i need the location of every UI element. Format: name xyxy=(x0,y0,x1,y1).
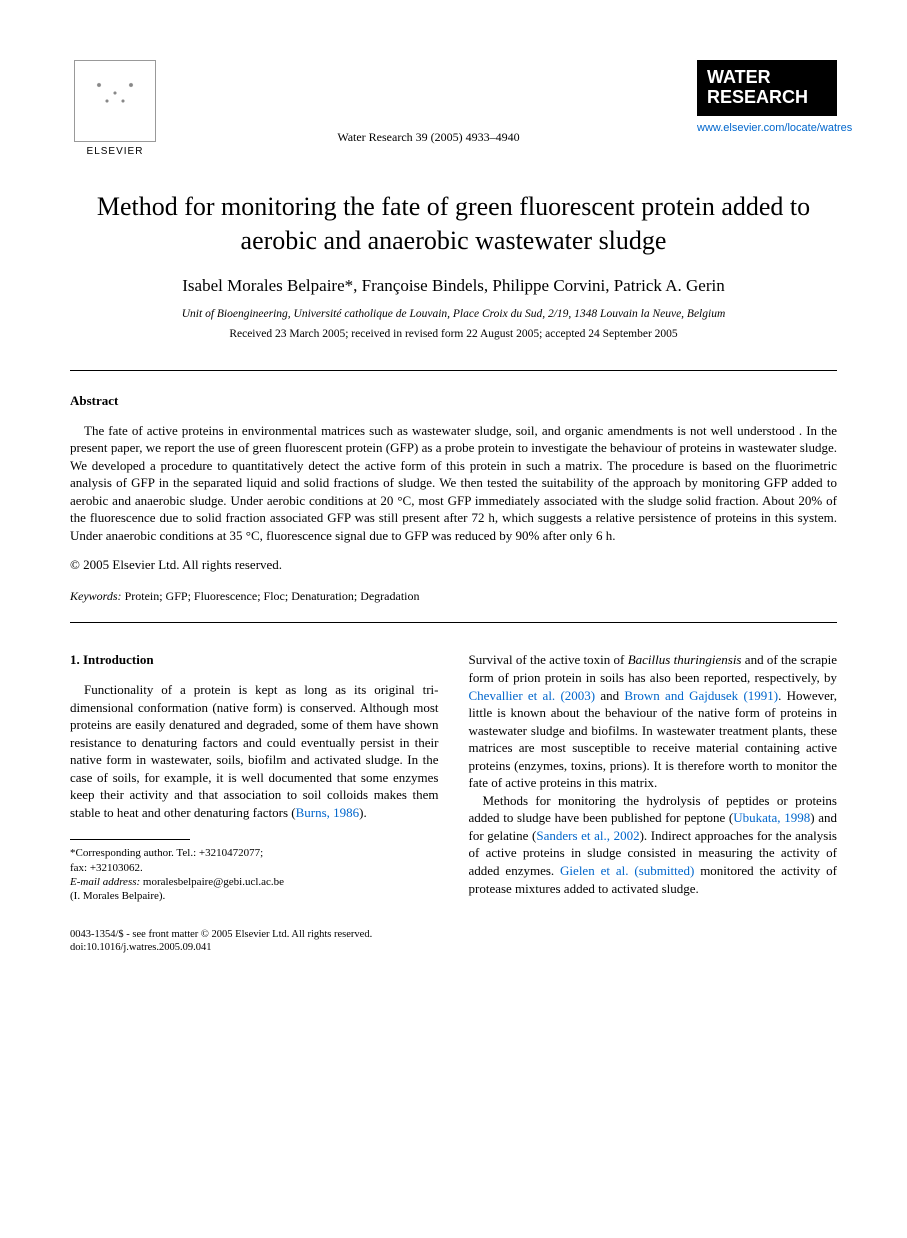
abstract-text: The fate of active proteins in environme… xyxy=(70,422,837,545)
keywords-line: Keywords: Protein; GFP; Fluorescence; Fl… xyxy=(70,589,837,604)
header-row: ELSEVIER Water Research 39 (2005) 4933–4… xyxy=(70,60,837,160)
citation-chevallier-2003[interactable]: Chevallier et al. (2003) xyxy=(469,688,596,703)
journal-url[interactable]: www.elsevier.com/locate/watres xyxy=(697,122,837,134)
citation-gielen-submitted[interactable]: Gielen et al. (submitted) xyxy=(560,863,694,878)
journal-name-line1: WATER xyxy=(707,68,827,88)
abstract-heading: Abstract xyxy=(70,393,837,409)
body-columns: 1. Introduction Functionality of a prote… xyxy=(70,651,837,903)
species-name: Bacillus thuringiensis xyxy=(628,652,742,667)
journal-logo-block: WATER RESEARCH www.elsevier.com/locate/w… xyxy=(697,60,837,134)
citation-sanders-2002[interactable]: Sanders et al., 2002 xyxy=(536,828,639,843)
publisher-logo: ELSEVIER xyxy=(70,60,160,160)
journal-reference: Water Research 39 (2005) 4933–4940 xyxy=(160,60,697,145)
footer-doi: doi:10.1016/j.watres.2005.09.041 xyxy=(70,941,837,955)
footnote-email-line: E-mail address: moralesbelpaire@gebi.ucl… xyxy=(70,875,439,889)
keywords-label: Keywords: xyxy=(70,589,122,603)
section-heading-intro: 1. Introduction xyxy=(70,651,439,669)
intro-para-1: Functionality of a protein is kept as lo… xyxy=(70,681,439,821)
rule-top xyxy=(70,370,837,371)
journal-name-line2: RESEARCH xyxy=(707,88,827,108)
elsevier-tree-icon xyxy=(74,60,156,142)
footnote-email-label: E-mail address: xyxy=(70,876,140,888)
abstract-section: Abstract The fate of active proteins in … xyxy=(70,393,837,574)
article-dates: Received 23 March 2005; received in revi… xyxy=(70,328,837,340)
citation-ubukata-1998[interactable]: Ubukata, 1998 xyxy=(733,810,810,825)
footnote-email-name: (I. Morales Belpaire). xyxy=(70,889,439,903)
citation-burns-1986[interactable]: Burns, 1986 xyxy=(296,805,360,820)
journal-title-box: WATER RESEARCH xyxy=(697,60,837,116)
keywords-text: Protein; GFP; Fluorescence; Floc; Denatu… xyxy=(122,589,420,603)
footnote-block: *Corresponding author. Tel.: +3210472077… xyxy=(70,846,439,903)
page-footer: 0043-1354/$ - see front matter © 2005 El… xyxy=(70,928,837,955)
intro-para-3: Methods for monitoring the hydrolysis of… xyxy=(469,792,838,897)
affiliation: Unit of Bioengineering, Université catho… xyxy=(70,308,837,320)
footnote-fax: fax: +32103062. xyxy=(70,861,439,875)
authors-line: Isabel Morales Belpaire*, Françoise Bind… xyxy=(70,276,837,296)
article-title: Method for monitoring the fate of green … xyxy=(90,190,817,258)
column-right: Survival of the active toxin of Bacillus… xyxy=(469,651,838,903)
intro-para-2: Survival of the active toxin of Bacillus… xyxy=(469,651,838,791)
footnote-email[interactable]: moralesbelpaire@gebi.ucl.ac.be xyxy=(140,876,284,888)
footer-front-matter: 0043-1354/$ - see front matter © 2005 El… xyxy=(70,928,837,942)
citation-brown-gajdusek-1991[interactable]: Brown and Gajdusek (1991) xyxy=(624,688,778,703)
column-left: 1. Introduction Functionality of a prote… xyxy=(70,651,439,903)
footnote-corresponding: *Corresponding author. Tel.: +3210472077… xyxy=(70,846,439,860)
page: ELSEVIER Water Research 39 (2005) 4933–4… xyxy=(0,0,907,995)
publisher-name: ELSEVIER xyxy=(87,146,144,157)
abstract-copyright: © 2005 Elsevier Ltd. All rights reserved… xyxy=(70,557,837,573)
rule-bottom xyxy=(70,622,837,623)
footnote-rule xyxy=(70,839,190,840)
